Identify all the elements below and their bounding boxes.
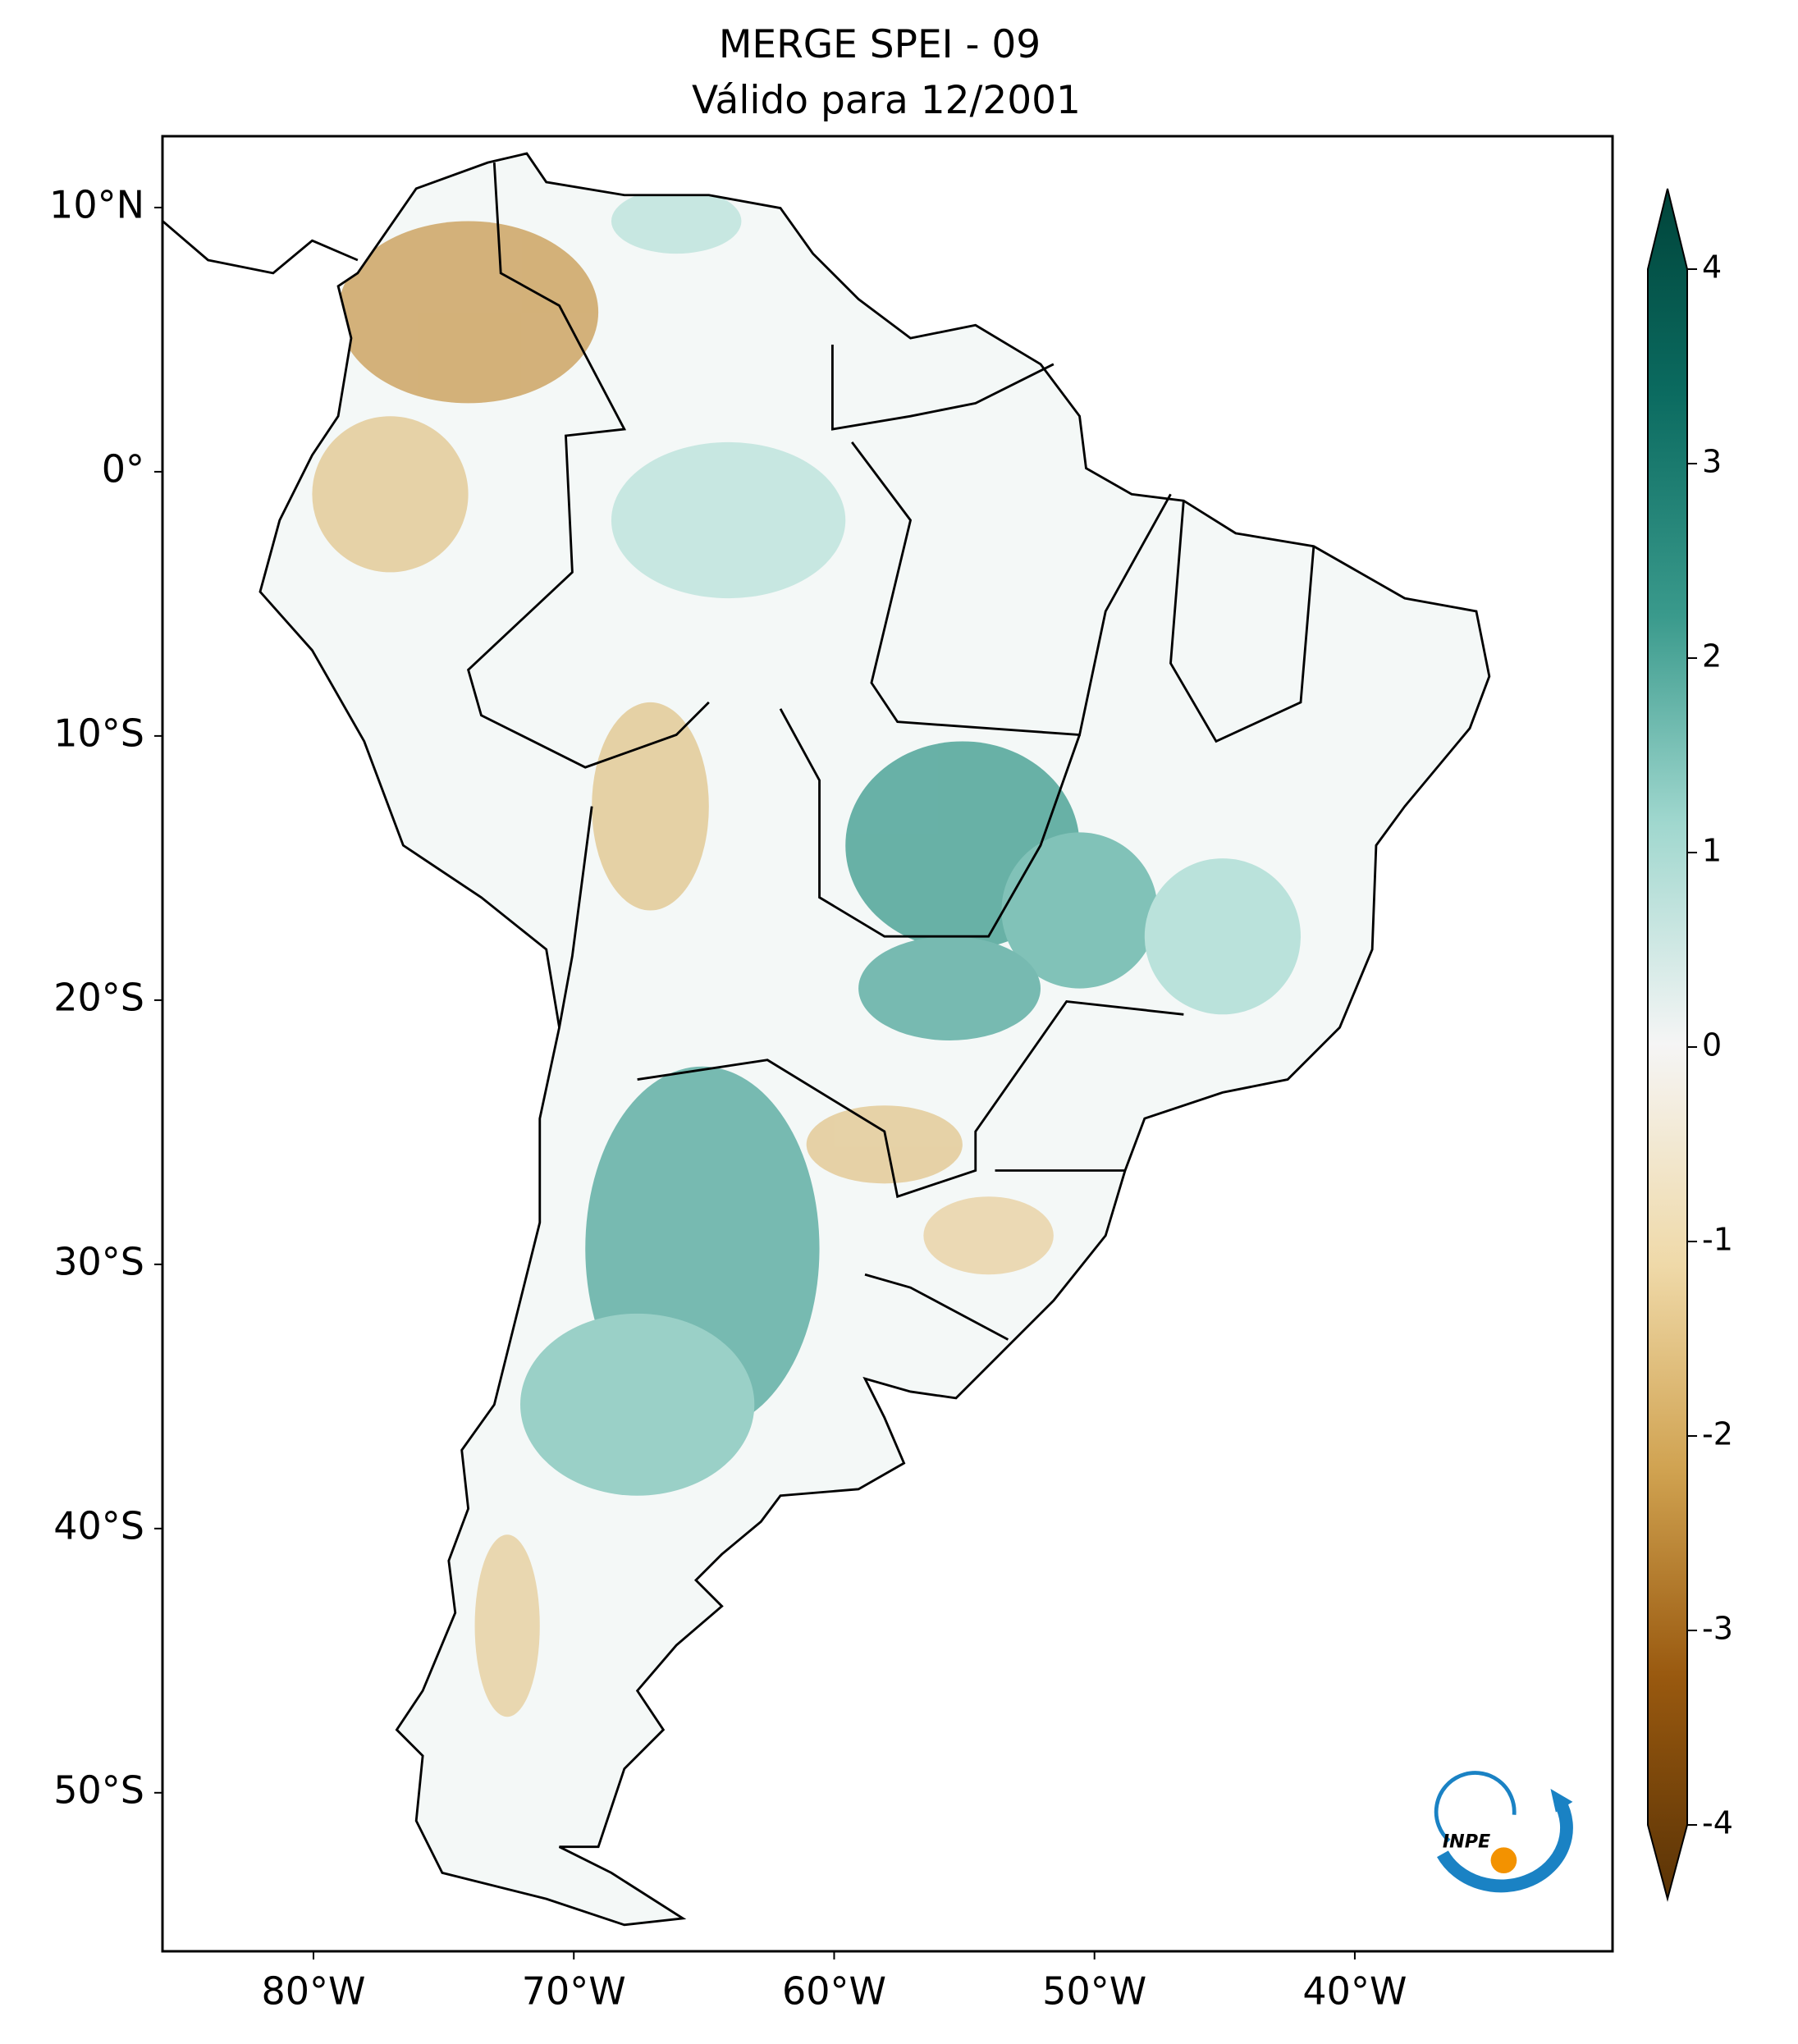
x-tick-label: 70°W bbox=[522, 1969, 626, 2014]
colorbar-tick-label: -3 bbox=[1702, 1611, 1733, 1647]
x-tick-label: 80°W bbox=[261, 1969, 365, 2014]
colorbar-tick-label: 3 bbox=[1702, 444, 1722, 480]
map-frame bbox=[161, 135, 1614, 1953]
y-tick-label: 20°S bbox=[53, 975, 144, 1019]
borders bbox=[162, 162, 1315, 1341]
x-tick-label: 40°W bbox=[1302, 1969, 1407, 2014]
title: MERGE SPEI - 09 bbox=[719, 22, 1041, 67]
colorbar-tick-label: 4 bbox=[1702, 249, 1722, 286]
spei-field bbox=[260, 153, 1489, 1925]
colorbar-tick-label: -2 bbox=[1702, 1416, 1733, 1452]
colorbar-tick-label: 0 bbox=[1702, 1027, 1722, 1063]
y-tick-label: 30°S bbox=[53, 1239, 144, 1283]
colorbar-tick-label: 2 bbox=[1702, 638, 1722, 674]
subtitle: Válido para 12/2001 bbox=[692, 78, 1081, 123]
colorbar bbox=[1648, 189, 1687, 1899]
logo-text: INPE bbox=[1443, 1831, 1490, 1852]
x-tick-label: 50°W bbox=[1042, 1969, 1146, 2014]
x-tick-label: 60°W bbox=[782, 1969, 886, 2014]
y-tick-label: 50°S bbox=[53, 1767, 144, 1812]
colorbar-tick-label: -4 bbox=[1702, 1805, 1733, 1841]
colorbar-tick-label: 1 bbox=[1702, 833, 1722, 869]
y-tick-label: 0° bbox=[102, 446, 144, 491]
axes: 80°W 70°W 60°W 50°W 40°W10°N0°10°S20°S30°S40… bbox=[49, 182, 1733, 2013]
y-tick-label: 10°N bbox=[49, 182, 144, 226]
logo: INPE bbox=[1434, 1771, 1573, 1893]
y-tick-label: 10°S bbox=[53, 711, 144, 755]
y-tick-label: 40°S bbox=[53, 1503, 144, 1548]
colorbar-tick-label: -1 bbox=[1702, 1222, 1733, 1258]
